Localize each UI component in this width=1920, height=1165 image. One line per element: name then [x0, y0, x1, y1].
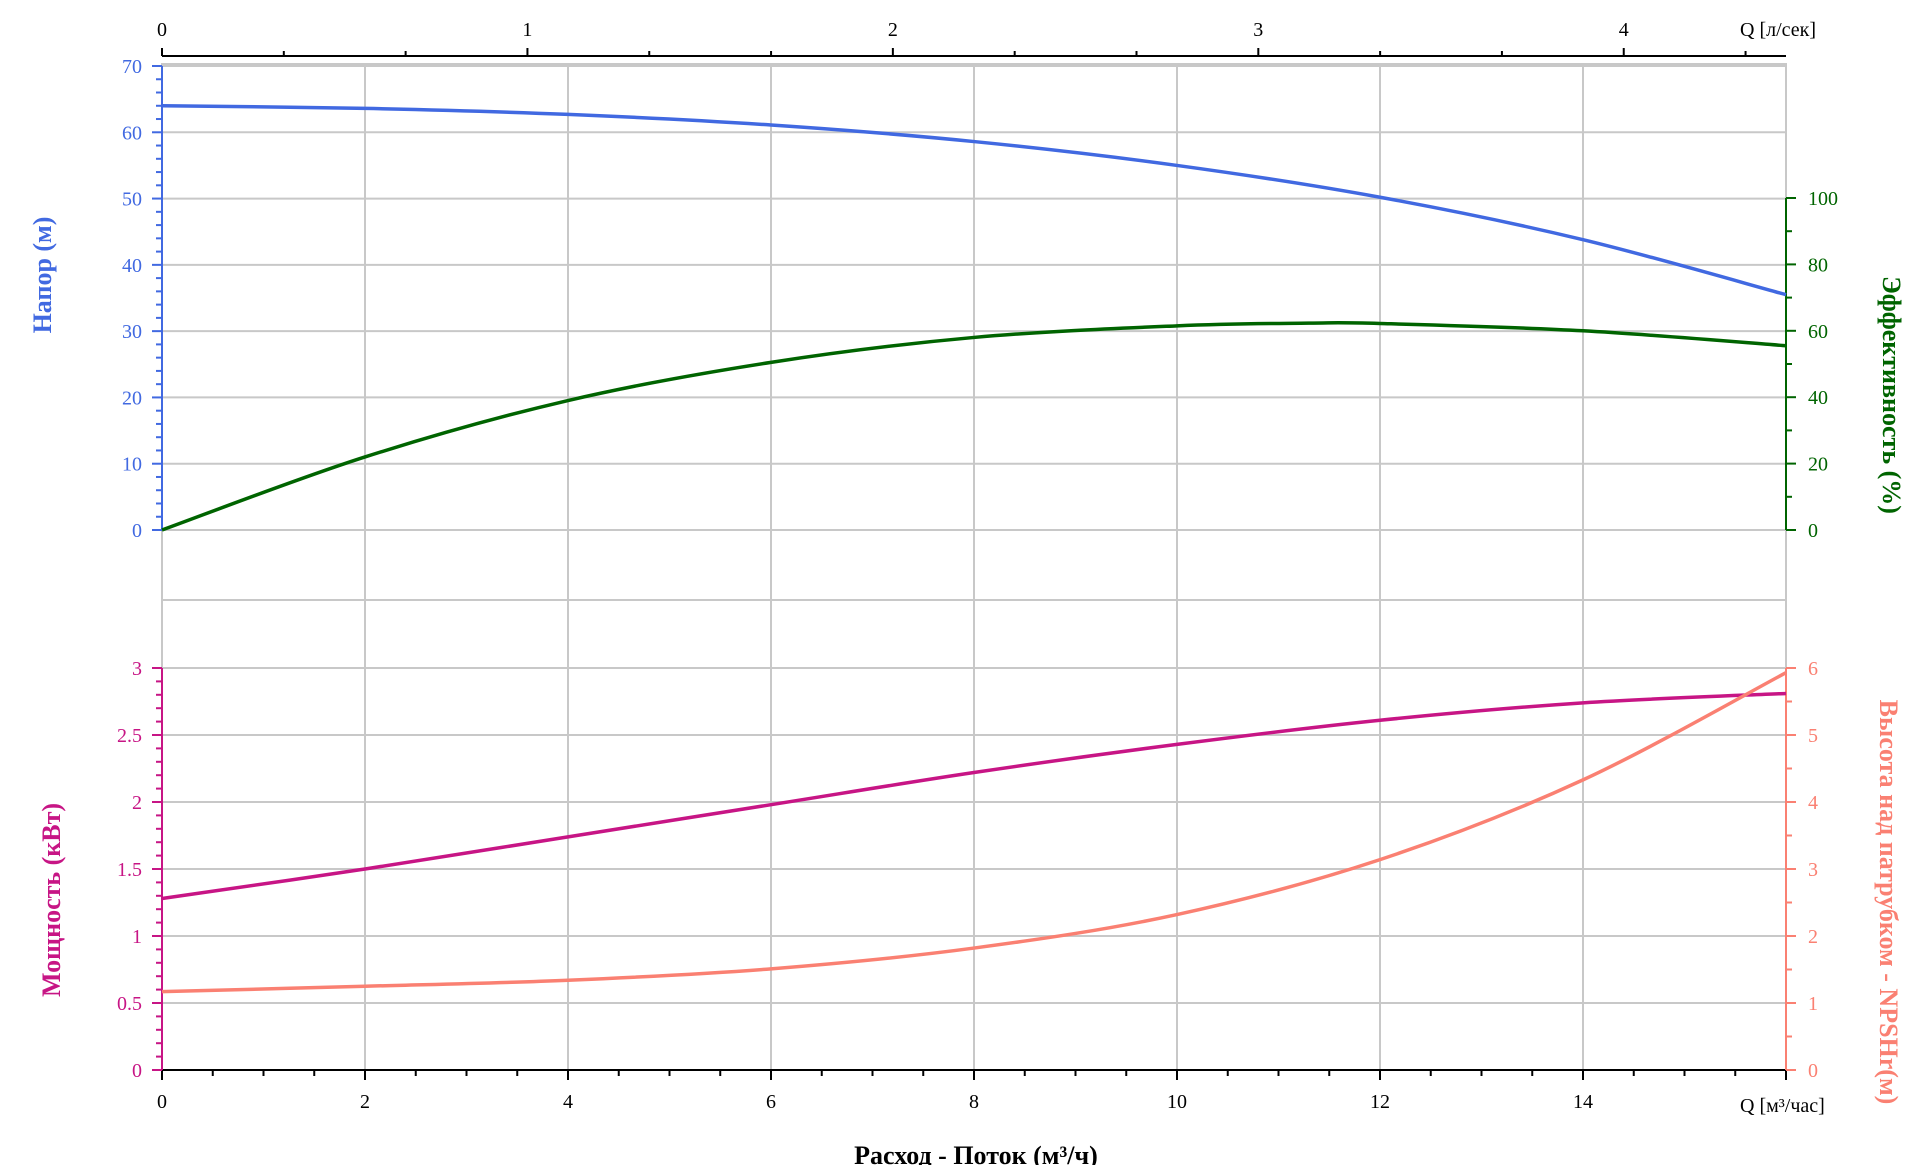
power-axis-title: Мощность (кВт) — [37, 803, 66, 997]
x-tick-label: 4 — [563, 1091, 573, 1113]
left-tick-label: 0 — [132, 1060, 142, 1082]
right-tick-label: 40 — [1808, 387, 1828, 409]
efficiency-curve — [161, 320, 1787, 532]
head-axis-title: Напор (м) — [28, 217, 57, 334]
top-tick-label: 1 — [522, 19, 532, 41]
grid-lines — [161, 63, 1787, 1071]
bottom-axis-unit: Q [м³/час] — [1740, 1095, 1825, 1117]
left-tick-label: 2.5 — [117, 725, 142, 747]
top-axis-unit: Q [л/сек] — [1740, 19, 1816, 41]
right-tick-label: 4 — [1808, 792, 1818, 814]
right-tick-label: 60 — [1808, 321, 1828, 343]
series-lines — [161, 104, 1787, 994]
left-tick-label: 1 — [132, 926, 142, 948]
left-tick-label: 30 — [122, 321, 142, 343]
left-tick-label: 40 — [122, 255, 142, 277]
right-tick-label: 5 — [1808, 725, 1818, 747]
right-tick-label: 0 — [1808, 520, 1818, 542]
x-axis-title: Расход - Поток (м³/ч) — [854, 1141, 1098, 1165]
left-tick-label: 0.5 — [117, 993, 142, 1015]
left-tick-label: 3 — [132, 658, 142, 680]
head-curve — [161, 104, 1787, 297]
right-tick-label: 0 — [1808, 1060, 1818, 1082]
left-tick-label: 0 — [132, 520, 142, 542]
left-tick-label: 2 — [132, 792, 142, 814]
left-tick-label: 50 — [122, 189, 142, 211]
power-curve — [161, 691, 1787, 901]
npsh-curve — [161, 671, 1787, 994]
top-tick-label: 4 — [1619, 19, 1629, 41]
x-tick-label: 2 — [360, 1091, 370, 1113]
x-tick-label: 0 — [157, 1091, 167, 1113]
x-tick-label: 10 — [1167, 1091, 1187, 1113]
left-tick-label: 1.5 — [117, 859, 142, 881]
x-tick-label: 8 — [969, 1091, 979, 1113]
x-tick-label: 12 — [1370, 1091, 1390, 1113]
top-tick-label: 2 — [888, 19, 898, 41]
right-tick-label: 20 — [1808, 454, 1828, 476]
left-tick-label: 60 — [122, 122, 142, 144]
right-tick-label: 100 — [1808, 188, 1838, 210]
right-tick-label: 3 — [1808, 859, 1818, 881]
npsh-axis-title: Высота над патрубком - NPSHr(м) — [1874, 700, 1903, 1105]
axes — [152, 48, 1796, 1080]
tick-labels: 0 2 4 6 8 10 12 140 1 2 3 4010203040506070020406080… — [117, 19, 1838, 1113]
top-tick-label: 3 — [1253, 19, 1263, 41]
left-tick-label: 10 — [122, 454, 142, 476]
left-tick-label: 70 — [122, 56, 142, 78]
left-tick-label: 20 — [122, 387, 142, 409]
right-tick-label: 80 — [1808, 254, 1828, 276]
top-tick-label: 0 — [157, 19, 167, 41]
x-tick-label: 6 — [766, 1091, 776, 1113]
right-tick-label: 2 — [1808, 926, 1818, 948]
x-tick-label: 14 — [1573, 1091, 1593, 1113]
right-tick-label: 6 — [1808, 658, 1818, 680]
right-tick-label: 1 — [1808, 993, 1818, 1015]
efficiency-axis-title: Эффективность (%) — [1877, 276, 1906, 514]
